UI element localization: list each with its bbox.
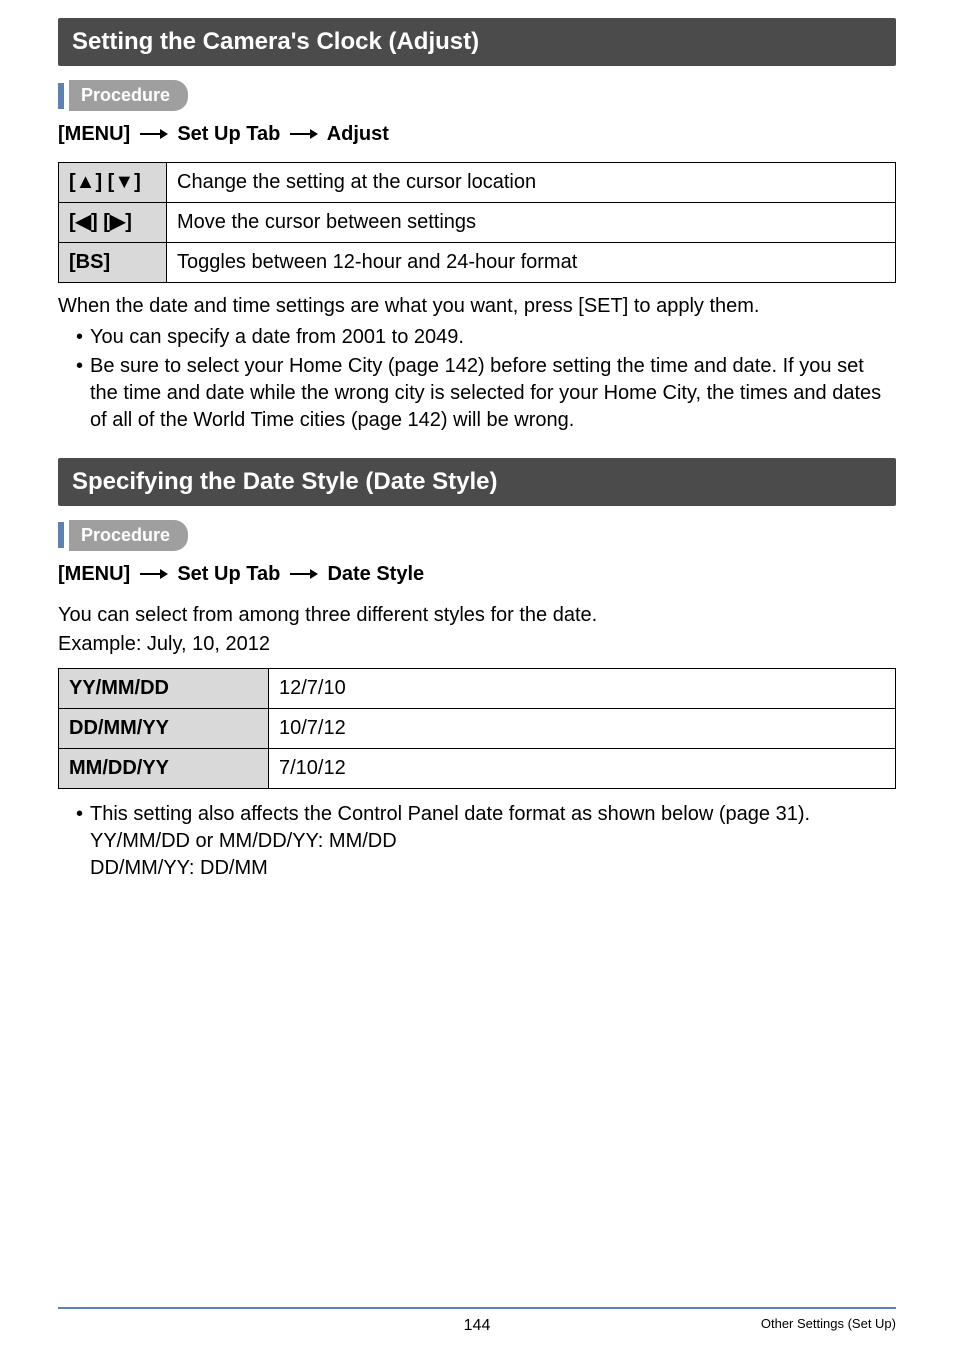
menu-path-part: [MENU] <box>58 563 130 585</box>
note-text: This setting also affects the Control Pa… <box>90 803 810 825</box>
key-cell: [◀] [▶] <box>59 202 167 242</box>
list-item: Be sure to select your Home City (page 1… <box>76 353 896 434</box>
val-cell: 7/10/12 <box>269 748 896 788</box>
arrow-icon <box>140 561 168 588</box>
table-row: MM/DD/YY 7/10/12 <box>59 748 896 788</box>
menu-path-part: Adjust <box>327 123 389 145</box>
note-list: This setting also affects the Control Pa… <box>58 801 896 882</box>
section-title-datestyle: Specifying the Date Style (Date Style) <box>58 458 896 506</box>
key-cell: DD/MM/YY <box>59 708 269 748</box>
val-cell: 10/7/12 <box>269 708 896 748</box>
key-cell: [BS] <box>59 242 167 282</box>
arrow-icon <box>290 561 318 588</box>
intro-text: You can select from among three differen… <box>58 602 896 629</box>
list-item: This setting also affects the Control Pa… <box>76 801 896 882</box>
menu-path-part: Set Up Tab <box>177 123 280 145</box>
key-cell: YY/MM/DD <box>59 668 269 708</box>
desc-cell: Toggles between 12-hour and 24-hour form… <box>167 242 896 282</box>
key-cell: [▲] [▼] <box>59 162 167 202</box>
note-sub: YY/MM/DD or MM/DD/YY: MM/DD <box>90 830 397 852</box>
table-row: DD/MM/YY 10/7/12 <box>59 708 896 748</box>
arrow-icon <box>290 121 318 148</box>
table-row: [BS] Toggles between 12-hour and 24-hour… <box>59 242 896 282</box>
bullet-list: You can specify a date from 2001 to 2049… <box>58 324 896 434</box>
procedure-row: Procedure <box>58 80 896 110</box>
key-cell: MM/DD/YY <box>59 748 269 788</box>
menu-path-part: [MENU] <box>58 123 130 145</box>
menu-path-part: Set Up Tab <box>177 563 280 585</box>
desc-cell: Move the cursor between settings <box>167 202 896 242</box>
procedure-row: Procedure <box>58 520 896 550</box>
footer: 144 Other Settings (Set Up) <box>0 1307 954 1337</box>
menu-path-part: Date Style <box>327 563 424 585</box>
table-row: [▲] [▼] Change the setting at the cursor… <box>59 162 896 202</box>
arrow-icon <box>140 121 168 148</box>
list-item: You can specify a date from 2001 to 2049… <box>76 324 896 351</box>
after-table-text: When the date and time settings are what… <box>58 293 896 320</box>
procedure-bar <box>58 83 64 109</box>
note-sub: DD/MM/YY: DD/MM <box>90 857 268 879</box>
footer-section-label: Other Settings (Set Up) <box>761 1315 896 1333</box>
procedure-label: Procedure <box>69 520 188 550</box>
section-title-adjust: Setting the Camera's Clock (Adjust) <box>58 18 896 66</box>
footer-rule <box>58 1307 896 1309</box>
val-cell: 12/7/10 <box>269 668 896 708</box>
date-formats-table: YY/MM/DD 12/7/10 DD/MM/YY 10/7/12 MM/DD/… <box>58 668 896 789</box>
procedure-label: Procedure <box>69 80 188 110</box>
keys-table: [▲] [▼] Change the setting at the cursor… <box>58 162 896 283</box>
example-text: Example: July, 10, 2012 <box>58 631 896 658</box>
table-row: [◀] [▶] Move the cursor between settings <box>59 202 896 242</box>
menu-path-adjust: [MENU] Set Up Tab Adjust <box>58 121 896 148</box>
desc-cell: Change the setting at the cursor locatio… <box>167 162 896 202</box>
procedure-bar <box>58 522 64 548</box>
menu-path-datestyle: [MENU] Set Up Tab Date Style <box>58 561 896 588</box>
table-row: YY/MM/DD 12/7/10 <box>59 668 896 708</box>
